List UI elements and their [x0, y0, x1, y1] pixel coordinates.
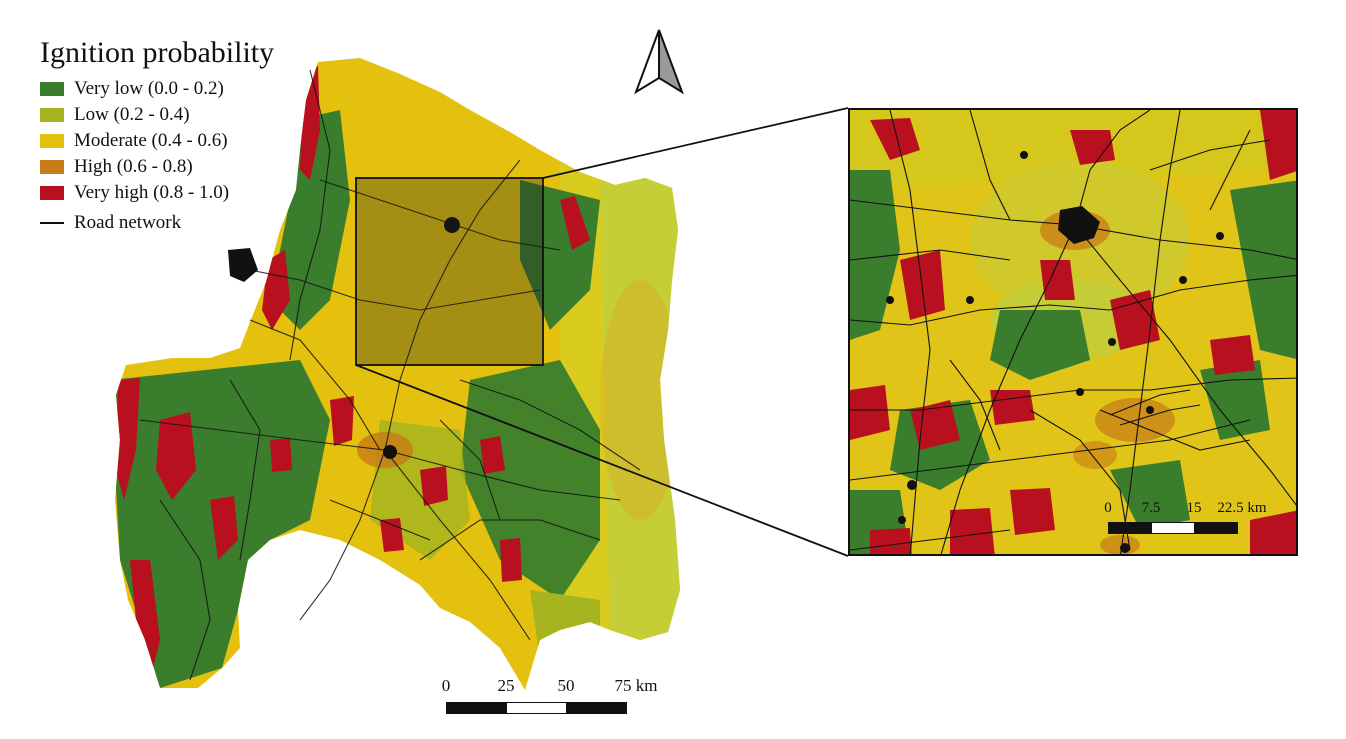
inset-scale-tick-1: 7.5: [1141, 500, 1161, 516]
main-scale-bar: 0 25 50 75 km: [442, 676, 657, 716]
main-scale-tick-0: 0: [441, 676, 451, 695]
inset-scale-tick-0: 0: [1104, 500, 1112, 516]
main-scale-tick-3: 75 km: [614, 676, 658, 695]
legend-item-very-low: Very low (0.0 - 0.2): [40, 76, 274, 102]
legend-label-road: Road network: [74, 212, 182, 233]
inset-map-canvas: [850, 110, 1296, 554]
main-scale-seg-2: [506, 702, 567, 714]
inset-scale-seg-1: [1108, 522, 1152, 534]
inset-map: 0 7.5 15 22.5 km: [848, 108, 1298, 556]
legend-item-low: Low (0.2 - 0.4): [40, 102, 274, 128]
swatch-moderate: [40, 134, 64, 148]
legend-item-road: Road network: [40, 210, 274, 236]
legend-item-high: High (0.6 - 0.8): [40, 154, 274, 180]
legend-label-high: High (0.6 - 0.8): [74, 156, 193, 177]
inset-scale-seg-2: [1151, 522, 1195, 534]
legend: Ignition probability Very low (0.0 - 0.2…: [40, 36, 274, 236]
legend-item-very-high: Very high (0.8 - 1.0): [40, 180, 274, 206]
legend-label-low: Low (0.2 - 0.4): [74, 104, 190, 125]
inset-scale-tick-3: 22.5 km: [1217, 500, 1267, 516]
legend-label-very-low: Very low (0.0 - 0.2): [74, 78, 224, 99]
inset-scale-bar: 0 7.5 15 22.5 km: [1104, 500, 1267, 540]
legend-title: Ignition probability: [40, 36, 275, 69]
main-scale-tick-1: 25: [497, 676, 515, 695]
main-scale-tick-2: 50: [557, 676, 575, 695]
north-arrow-icon: [634, 29, 684, 95]
road-line-symbol: [40, 222, 64, 224]
inset-scale-seg-3: [1194, 522, 1238, 534]
main-scale-seg-1: [446, 702, 507, 714]
swatch-low: [40, 108, 64, 122]
swatch-very-high: [40, 186, 64, 200]
swatch-high: [40, 160, 64, 174]
main-scale-seg-3: [566, 702, 627, 714]
legend-label-very-high: Very high (0.8 - 1.0): [74, 182, 230, 203]
swatch-very-low: [40, 82, 64, 96]
inset-scale-tick-2: 15: [1186, 500, 1202, 516]
legend-label-moderate: Moderate (0.4 - 0.6): [74, 130, 228, 151]
legend-item-moderate: Moderate (0.4 - 0.6): [40, 128, 274, 154]
